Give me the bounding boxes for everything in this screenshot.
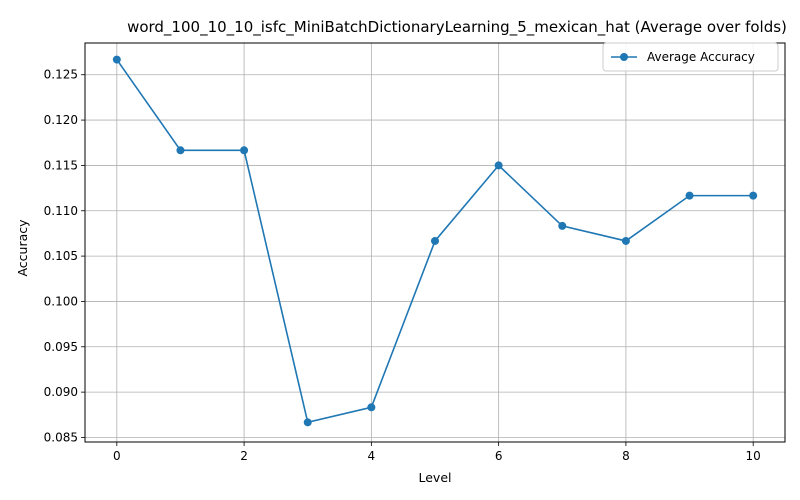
data-point — [749, 191, 758, 200]
y-tick-label: 0.115 — [44, 158, 78, 172]
chart-title: word_100_10_10_isfc_MiniBatchDictionaryL… — [127, 18, 787, 37]
legend: Average Accuracy — [602, 42, 779, 72]
data-point — [112, 55, 121, 64]
y-axis-label: Accuracy — [15, 219, 30, 277]
data-point — [431, 236, 439, 245]
legend-label: Average Accuracy — [647, 50, 755, 64]
x-tick-label: 2 — [240, 449, 248, 463]
y-tick-label: 0.090 — [44, 385, 78, 399]
y-tick-label: 0.105 — [44, 249, 78, 263]
y-tick-label: 0.100 — [44, 294, 78, 308]
data-point — [494, 161, 503, 170]
x-axis-label: Level — [419, 470, 452, 485]
data-point — [240, 146, 249, 155]
data-point — [621, 236, 630, 245]
legend-marker-swatch — [620, 53, 628, 61]
x-tick-label: 10 — [746, 449, 761, 463]
y-tick-label: 0.125 — [44, 68, 78, 82]
data-point — [558, 221, 567, 230]
x-axis-ticks: 0 2 4 6 8 10 — [113, 442, 761, 463]
x-tick-label: 0 — [113, 449, 121, 463]
series-layer — [112, 55, 758, 427]
data-point — [367, 403, 376, 412]
data-point — [303, 418, 312, 427]
x-tick-label: 6 — [495, 449, 503, 463]
plot-area-frame — [84, 42, 786, 443]
y-tick-label: 0.085 — [44, 430, 78, 444]
grid-lines — [85, 43, 785, 442]
x-tick-label: 4 — [368, 449, 376, 463]
legend-box — [602, 42, 779, 72]
data-point — [685, 191, 694, 200]
y-axis-ticks: 0.085 0.090 0.095 0.100 0.105 0.110 0.115 0.120… — [44, 68, 85, 444]
y-tick-label: 0.110 — [44, 204, 78, 218]
x-tick-label: 8 — [622, 449, 630, 463]
y-tick-label: 0.120 — [44, 113, 78, 127]
y-tick-label: 0.095 — [44, 340, 78, 354]
data-point — [176, 146, 185, 155]
